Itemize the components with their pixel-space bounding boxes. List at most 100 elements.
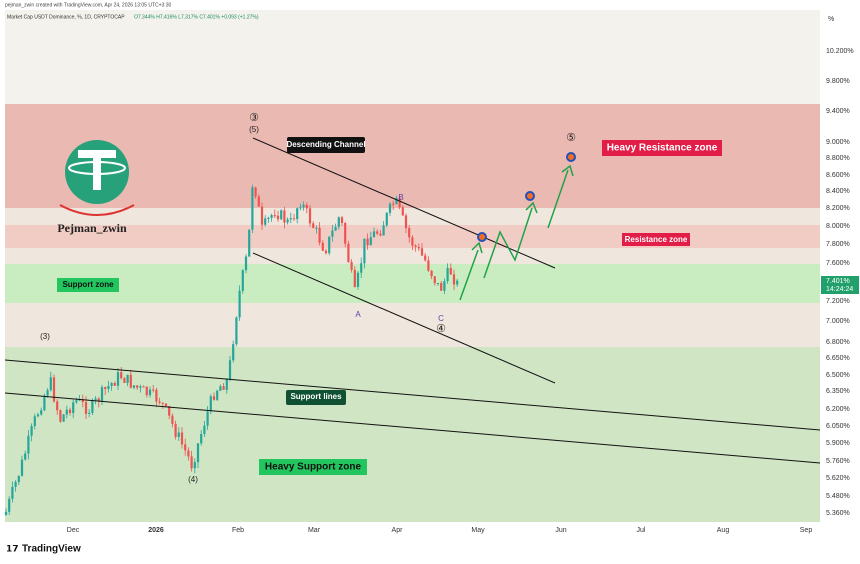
candle-body bbox=[155, 389, 158, 402]
candle-body bbox=[152, 389, 155, 391]
candle-body bbox=[190, 456, 193, 469]
candle-body bbox=[238, 290, 241, 318]
price-label: 7.800% bbox=[826, 241, 850, 248]
support-line bbox=[4, 359, 821, 431]
candle-body bbox=[126, 374, 129, 383]
candle-body bbox=[59, 410, 62, 422]
candle-body bbox=[449, 268, 452, 275]
candle-body bbox=[177, 432, 180, 437]
candle-body bbox=[350, 262, 353, 270]
price-label: 7.600% bbox=[826, 260, 850, 267]
wave: ④ bbox=[436, 323, 446, 335]
price-label: 6.800% bbox=[826, 339, 850, 346]
candle-body bbox=[84, 401, 88, 414]
label-box bbox=[286, 390, 346, 405]
candle-body bbox=[180, 432, 184, 445]
zone-label: Heavy Support zone bbox=[265, 462, 362, 473]
zone-label: Heavy Resistance zone bbox=[607, 143, 718, 154]
wave: ③ bbox=[249, 112, 259, 124]
candle-body bbox=[142, 386, 145, 388]
candle-body bbox=[196, 443, 200, 463]
wave: C bbox=[438, 314, 444, 323]
axis-unit: % bbox=[828, 16, 834, 23]
candle-body bbox=[376, 231, 379, 234]
candle-body bbox=[200, 433, 203, 444]
heavy-support-band bbox=[5, 347, 820, 522]
candle-body bbox=[353, 269, 356, 287]
support-lines-label: Support lines bbox=[290, 392, 342, 401]
tv-mark: 𝟭𝟳 bbox=[6, 543, 19, 553]
price-labels: 10.200% 9.800% 9.400% 9.000% 8.800% 8.600% 8.4… bbox=[826, 48, 854, 517]
candle-body bbox=[257, 196, 260, 207]
channel-label: Descending Channel bbox=[286, 140, 365, 149]
price-label: 5.760% bbox=[826, 458, 850, 465]
candle-body bbox=[100, 387, 104, 402]
candle-body bbox=[248, 229, 251, 257]
candle-body bbox=[356, 272, 360, 287]
wave: (5) bbox=[249, 125, 259, 134]
price-label: 5.900% bbox=[826, 440, 850, 447]
candle-body bbox=[14, 481, 17, 487]
candle-body bbox=[148, 389, 152, 396]
candle-body bbox=[302, 204, 305, 208]
price-label: 7.200% bbox=[826, 298, 850, 305]
candle-body bbox=[392, 203, 395, 205]
candle-body bbox=[168, 406, 171, 416]
candle-body bbox=[433, 276, 436, 284]
target bbox=[477, 232, 487, 242]
candle-body bbox=[315, 227, 318, 229]
candle-body bbox=[94, 398, 97, 401]
wave: ⑤ bbox=[566, 132, 576, 144]
candle-body bbox=[260, 206, 264, 225]
candle-body bbox=[366, 238, 369, 246]
label-box bbox=[622, 233, 690, 246]
logo-name: Pejman_zwin bbox=[57, 221, 127, 235]
candle-body bbox=[292, 218, 296, 220]
candle-body bbox=[241, 270, 244, 291]
price-label: 8.400% bbox=[826, 188, 850, 195]
candle-body bbox=[404, 215, 408, 229]
candle-body bbox=[347, 243, 350, 263]
candle-body bbox=[318, 227, 321, 243]
candle-body bbox=[379, 233, 382, 236]
candles bbox=[4, 184, 459, 516]
candle-body bbox=[385, 212, 388, 226]
label-box bbox=[57, 278, 119, 292]
credit: pejman_zwin created with TradingView.com… bbox=[5, 2, 171, 8]
arrow bbox=[547, 169, 569, 229]
candle-body bbox=[193, 462, 196, 469]
countdown: 14:24:24 bbox=[826, 286, 853, 293]
candle-body bbox=[264, 218, 267, 225]
candle-body bbox=[280, 210, 283, 220]
candle-body bbox=[68, 409, 72, 414]
candle-body bbox=[411, 237, 414, 246]
candle-body bbox=[443, 281, 446, 291]
candle-body bbox=[107, 385, 110, 389]
price-label: 9.000% bbox=[826, 139, 850, 146]
target bbox=[525, 191, 535, 201]
band bbox=[5, 303, 820, 347]
time-labels: Dec 2026 Feb Mar Apr May Jun Jul Aug Sep bbox=[67, 527, 813, 534]
candle-body bbox=[452, 274, 456, 285]
candle-body bbox=[312, 223, 315, 228]
logo: Pejman_zwin bbox=[57, 140, 135, 235]
candle-body bbox=[276, 215, 280, 220]
candle-body bbox=[8, 498, 11, 512]
price-label: 9.400% bbox=[826, 108, 850, 115]
candle-body bbox=[36, 414, 40, 417]
candle-body bbox=[232, 344, 235, 361]
price-label: 9.800% bbox=[826, 78, 850, 85]
time-label: Jul bbox=[637, 527, 646, 534]
candle-body bbox=[360, 263, 363, 273]
candle-body bbox=[244, 256, 248, 271]
candle-body bbox=[446, 268, 449, 282]
target bbox=[566, 152, 576, 162]
projection bbox=[459, 164, 574, 301]
candle-body bbox=[62, 414, 65, 422]
candle-body bbox=[4, 511, 8, 515]
candle-body bbox=[52, 377, 56, 402]
current-price: 7.401% bbox=[826, 278, 850, 285]
candle-body bbox=[97, 398, 100, 402]
support-line bbox=[4, 392, 821, 464]
candle-body bbox=[91, 400, 94, 413]
